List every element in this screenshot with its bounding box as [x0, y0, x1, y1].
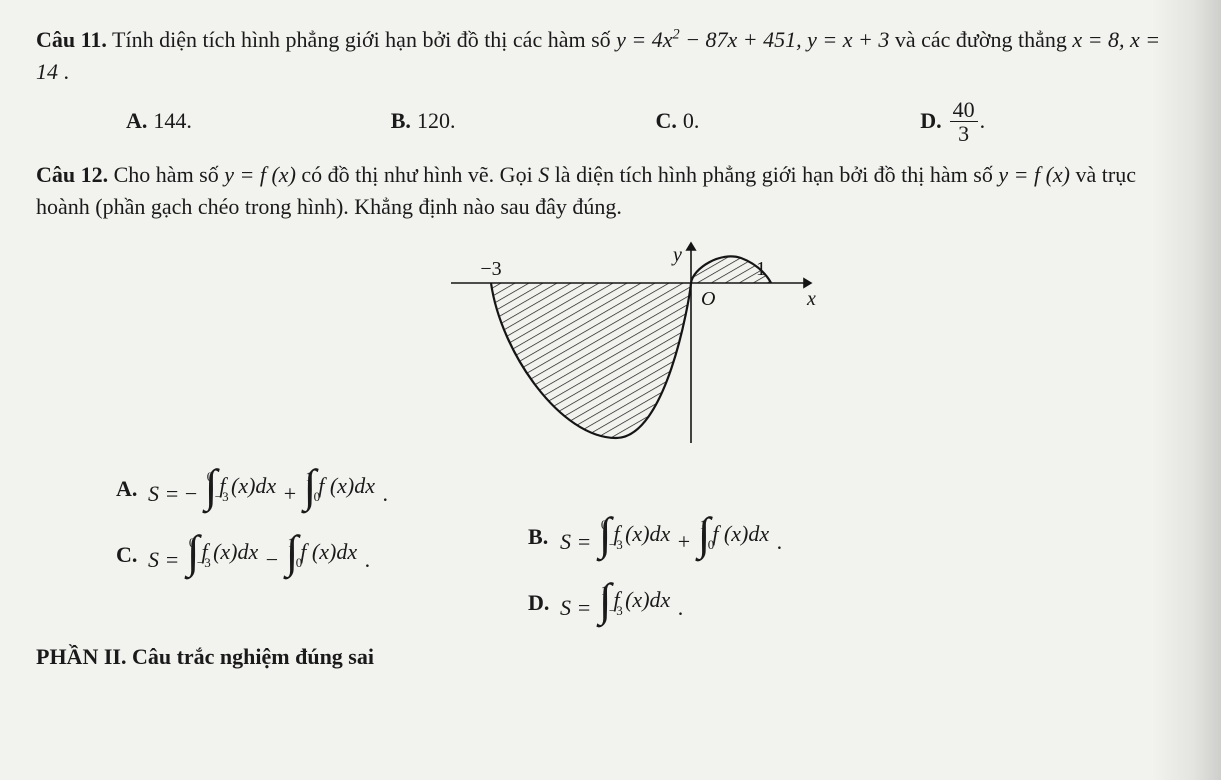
q12-opt-c[interactable]: C. S = 0∫−3f (x)dx − 1∫0f (x)dx . — [116, 525, 388, 585]
svg-text:1: 1 — [756, 258, 766, 280]
opt-label-a: A. — [126, 105, 147, 137]
q11-opt-b-val: 120. — [417, 105, 456, 137]
opt-label-c: C. — [656, 105, 677, 137]
opt-label-d: D. — [920, 105, 941, 137]
q12-figure: y x O −3 1 — [36, 233, 1185, 453]
svg-text:−3: −3 — [480, 258, 501, 280]
question-11: Câu 11. Tính diện tích hình phẳng giới h… — [36, 24, 1185, 88]
q12-figure-svg: y x O −3 1 — [391, 233, 831, 453]
svg-text:y: y — [671, 244, 682, 266]
q12-opt-a[interactable]: A. S = − 0∫−3f (x)dx + 1∫0f (x)dx . — [116, 459, 388, 519]
q12-text3: là diện tích hình phẳng giới hạn bởi đồ … — [555, 162, 999, 187]
q11-label: Câu 11. — [36, 27, 107, 52]
q11-opt-c-val: 0. — [683, 105, 700, 137]
q11-opt-a-val: 144. — [153, 105, 192, 137]
q11-text2: và các đường thẳng — [895, 27, 1073, 52]
q12-eq1: y = f (x) — [224, 162, 296, 187]
opt-label-b: B. — [391, 105, 411, 137]
q11-text1: Tính diện tích hình phẳng giới hạn bởi đ… — [112, 27, 616, 52]
q12-S: S — [538, 162, 549, 187]
q11-period: . — [64, 59, 70, 84]
q11-options: A. 144. B. 120. C. 0. D. 40 3 . — [36, 98, 1185, 145]
opt-label-a: A. — [116, 473, 142, 505]
q11-opt-c[interactable]: C. 0. — [656, 105, 921, 137]
q12-eq2: y = f (x) — [998, 162, 1070, 187]
q12-text1: Cho hàm số — [114, 162, 225, 187]
opt-label-c: C. — [116, 539, 142, 571]
q11-opt-d-frac: 40 3 — [950, 98, 978, 145]
question-12: Câu 12. Cho hàm số y = f (x) có đồ thị n… — [36, 159, 1185, 223]
q11-opt-d[interactable]: D. 40 3 . — [920, 98, 1185, 145]
opt-label-d: D. — [528, 587, 554, 619]
opt-label-b: B. — [528, 521, 554, 553]
q11-opt-a[interactable]: A. 144. — [126, 105, 391, 137]
svg-text:O: O — [701, 288, 715, 310]
q11-opt-b[interactable]: B. 120. — [391, 105, 656, 137]
svg-text:x: x — [806, 288, 816, 310]
q12-label: Câu 12. — [36, 162, 108, 187]
q12-answers: A. S = − 0∫−3f (x)dx + 1∫0f (x)dx . C. S… — [36, 459, 1185, 633]
q11-eq1: y = 4x2 − 87x + 451, y = x + 3 — [616, 27, 889, 52]
q12-opt-b[interactable]: B. S = 0∫−3f (x)dx + 1∫0f (x)dx . — [528, 507, 782, 567]
q12-opt-d[interactable]: D. S = 1∫−3f (x)dx . — [528, 573, 782, 633]
section-2-heading: PHẦN II. Câu trắc nghiệm đúng sai — [36, 641, 1185, 673]
q12-text2: có đồ thị như hình vẽ. Gọi — [301, 162, 538, 187]
